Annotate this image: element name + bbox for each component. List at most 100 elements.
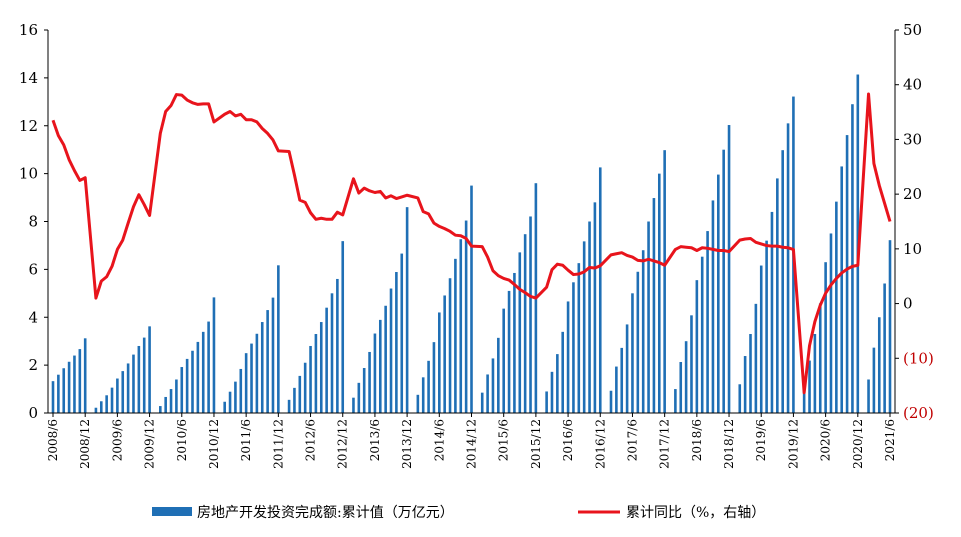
left-tick-label: 16 <box>19 21 38 39</box>
bar <box>636 271 640 413</box>
bar <box>94 407 98 413</box>
bar <box>781 150 784 414</box>
bar <box>513 272 516 413</box>
x-tick-label: 2021/6 <box>883 419 897 461</box>
x-tick-label: 2013/12 <box>400 419 414 469</box>
bar <box>207 321 210 413</box>
bar <box>73 355 76 413</box>
left-tick-label: 0 <box>28 404 38 422</box>
bar <box>400 253 404 413</box>
bar <box>647 221 650 413</box>
bar <box>454 258 457 413</box>
right-tick-label: 30 <box>903 130 922 148</box>
bar <box>421 377 425 413</box>
left-tick-label: 12 <box>19 117 38 135</box>
right-tick-label: 50 <box>903 21 922 39</box>
bar <box>142 337 146 413</box>
bar <box>341 241 345 413</box>
bar <box>674 389 677 413</box>
x-tick-label: 2009/6 <box>110 419 124 461</box>
x-tick-label: 2011/12 <box>271 419 285 469</box>
line-path <box>51 92 892 395</box>
left-tick-label: 10 <box>19 165 38 183</box>
bar <box>110 387 114 413</box>
x-tick-label: 2015/6 <box>497 419 511 461</box>
bar <box>786 123 790 414</box>
bar <box>598 167 602 413</box>
bar <box>561 331 565 413</box>
bar <box>448 278 452 413</box>
bar <box>303 362 307 413</box>
x-tick-label: 2012/6 <box>304 419 318 461</box>
bar <box>277 265 280 413</box>
bar <box>480 392 484 413</box>
bar <box>518 252 522 413</box>
bar <box>706 231 709 413</box>
bar <box>738 384 742 413</box>
x-tick-label: 2017/6 <box>625 419 639 461</box>
x-tick-label: 2020/6 <box>819 419 833 461</box>
bar <box>212 297 216 413</box>
bar <box>384 305 387 413</box>
bar <box>529 216 532 413</box>
bar <box>271 297 275 413</box>
bar <box>314 334 318 413</box>
bar <box>336 278 339 413</box>
x-tick-label: 2009/12 <box>143 419 157 469</box>
x-tick-label: 2019/12 <box>786 419 800 469</box>
bar <box>867 379 870 413</box>
bar <box>631 293 634 413</box>
bar <box>491 358 495 413</box>
x-tick-label: 2018/6 <box>690 419 704 461</box>
bar <box>813 334 817 413</box>
bar <box>711 200 715 413</box>
bar <box>717 174 720 413</box>
bar <box>266 310 269 413</box>
bar <box>67 361 71 413</box>
x-tick-label: 2018/12 <box>722 419 736 469</box>
bar <box>749 334 752 413</box>
bar <box>137 345 141 413</box>
x-tick-label: 2010/12 <box>207 419 221 469</box>
bar <box>51 381 55 413</box>
bar <box>362 368 366 413</box>
bar <box>260 322 264 413</box>
bar <box>759 265 763 413</box>
bar <box>845 135 849 413</box>
bar <box>593 202 597 413</box>
bar <box>309 345 312 413</box>
bar <box>169 389 173 413</box>
left-tick-label: 6 <box>28 260 38 278</box>
bar <box>776 178 779 413</box>
left-tick-label: 8 <box>28 213 38 231</box>
bar <box>754 303 758 413</box>
bar <box>620 347 624 413</box>
right-tick-label: (10) <box>903 349 934 367</box>
bar <box>765 240 768 413</box>
left-y-axis: 0 2 4 6 8 10 12 14 16 <box>19 21 48 422</box>
bar <box>62 368 66 413</box>
x-tick-label: 2016/6 <box>561 419 575 461</box>
bar <box>459 239 463 413</box>
bar <box>357 382 361 413</box>
legend-bar-label: 房地产开发投资完成额:累计值（万亿元） <box>197 505 454 521</box>
bar <box>577 263 581 413</box>
bar <box>57 374 60 413</box>
bar <box>148 326 151 413</box>
bar <box>83 338 87 413</box>
bar <box>164 396 167 413</box>
bar <box>250 343 253 413</box>
bar <box>438 312 441 413</box>
bar <box>405 207 409 413</box>
line-series <box>51 92 892 395</box>
bar <box>185 358 189 413</box>
bar <box>835 201 838 413</box>
bar <box>609 390 613 413</box>
bar <box>427 360 430 413</box>
bar <box>255 333 259 413</box>
x-tick-label: 2012/12 <box>336 419 350 469</box>
bar <box>550 371 554 413</box>
bar <box>416 394 420 413</box>
bar <box>641 250 645 413</box>
bar <box>395 272 398 413</box>
